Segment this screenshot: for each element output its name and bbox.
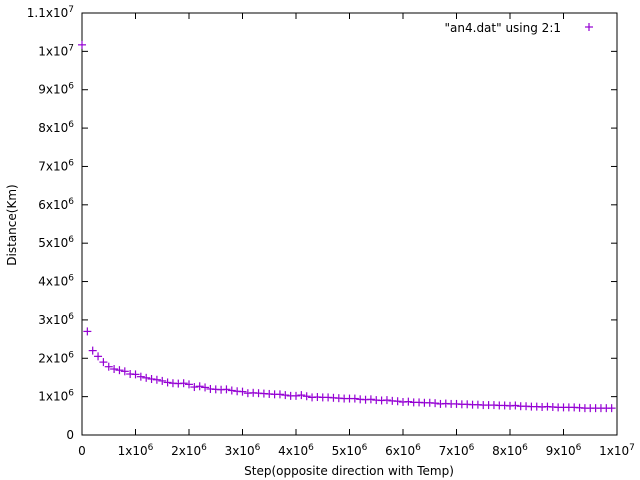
data-point [238, 387, 247, 396]
data-point [366, 395, 375, 404]
data-point [152, 375, 161, 384]
data-point [185, 380, 193, 389]
data-point [163, 378, 172, 387]
y-tick-label: 0 [66, 428, 74, 442]
data-point [99, 358, 108, 367]
plot-border [81, 12, 618, 436]
y-tick-label: 5x106 [38, 235, 74, 250]
data-point [382, 396, 391, 405]
data-point [147, 374, 156, 383]
x-tick-label: 6x106 [385, 443, 421, 458]
y-tick-label: 2x106 [38, 350, 74, 365]
x-tick-label: 5x106 [332, 443, 368, 458]
data-point [404, 397, 413, 406]
data-point [275, 390, 284, 399]
data-point [136, 372, 145, 381]
data-point [227, 386, 236, 395]
data-point [179, 379, 188, 388]
data-point [131, 370, 140, 379]
y-tick-label: 4x106 [38, 274, 74, 289]
data-point [83, 327, 92, 336]
legend-label: "an4.dat" using 2:1 [445, 21, 561, 35]
data-point [281, 391, 290, 400]
x-tick-label: 1x106 [118, 443, 154, 458]
data-point [292, 391, 300, 400]
data-point [158, 376, 167, 385]
data-point [120, 367, 129, 376]
x-tick-label: 7x106 [439, 443, 475, 458]
x-axis-label: Step(opposite direction with Temp) [244, 464, 454, 478]
y-tick-label: 1x106 [38, 389, 74, 404]
y-tick-label: 7x106 [38, 158, 74, 173]
data-point [142, 373, 151, 382]
data-point [431, 399, 440, 408]
x-tick-label: 3x106 [225, 443, 261, 458]
y-axis-label: Distance(Km) [5, 184, 19, 265]
data-point [607, 404, 616, 413]
data-points [78, 40, 616, 413]
data-point [201, 383, 210, 392]
data-point [94, 352, 103, 361]
data-point [393, 397, 402, 406]
x-tick-label: 4x106 [278, 443, 314, 458]
axis-ticks: 0 1x106 2x106 3x106 4x106 5x106 6x106 7x106 8x10… [27, 5, 635, 458]
data-point [190, 383, 199, 392]
data-point [78, 40, 86, 49]
y-tick-label: 6x106 [38, 197, 74, 212]
x-tick-label: 8x106 [492, 443, 528, 458]
x-tick-label: 2x106 [171, 443, 207, 458]
y-tick-label: 1.1x107 [27, 5, 74, 20]
y-tick-label: 1x107 [38, 43, 74, 58]
data-point [88, 346, 97, 355]
legend-marker [585, 23, 593, 31]
legend-marker-symbol [585, 23, 593, 31]
x-tick-label: 9x106 [546, 443, 582, 458]
data-point [222, 385, 231, 394]
x-tick-label: 0 [78, 444, 86, 458]
data-point [511, 401, 520, 410]
data-point [115, 366, 124, 375]
data-point [195, 382, 204, 391]
legend: "an4.dat" using 2:1 [445, 21, 593, 35]
axes [81, 12, 618, 436]
x-tick-label: 1x107 [599, 443, 635, 458]
data-point [350, 394, 359, 403]
data-point [297, 391, 306, 400]
y-tick-label: 3x106 [38, 312, 74, 327]
data-point [302, 392, 311, 401]
y-tick-label: 8x106 [38, 120, 74, 135]
data-point [104, 362, 113, 371]
y-tick-label: 9x106 [38, 82, 74, 97]
data-point [110, 365, 119, 374]
